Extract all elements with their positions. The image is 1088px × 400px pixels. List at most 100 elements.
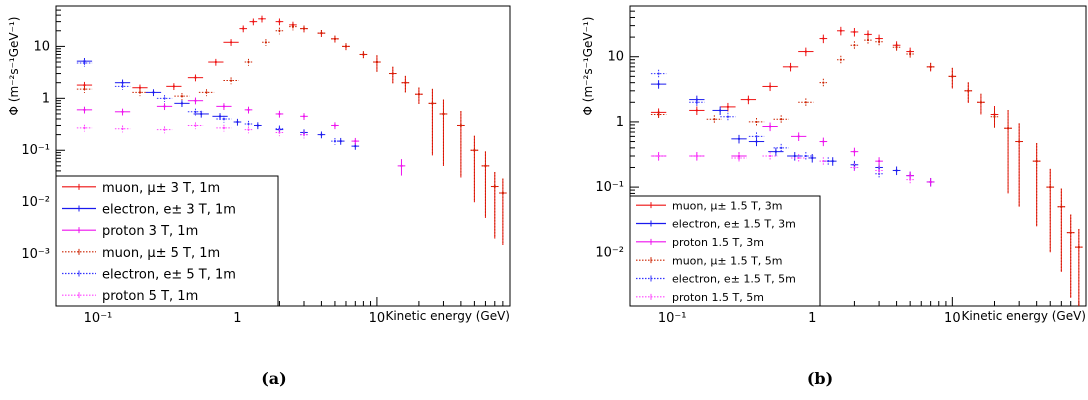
marker	[737, 156, 741, 160]
marker	[768, 154, 772, 158]
data-point	[689, 106, 705, 116]
data-point	[244, 120, 253, 128]
marker	[247, 108, 250, 111]
legend-entry-0: muon, μ± 1.5 T, 3m	[636, 199, 783, 212]
marker	[866, 33, 870, 36]
x-tick-label: 1	[808, 311, 816, 326]
marker	[839, 29, 842, 32]
data-point	[359, 51, 368, 59]
data-point	[926, 177, 935, 187]
data-point	[289, 23, 297, 31]
data-point	[198, 89, 215, 97]
data-point	[875, 37, 883, 47]
data-point	[892, 166, 901, 176]
data-point	[317, 29, 326, 37]
marker	[1077, 246, 1080, 249]
marker	[895, 44, 898, 47]
data-point	[275, 125, 284, 133]
data-point	[850, 27, 859, 37]
data-point	[798, 152, 814, 161]
caption-b: (b)	[807, 369, 833, 388]
data-point	[114, 125, 131, 133]
data-point	[1075, 228, 1083, 306]
marker	[152, 91, 155, 94]
legend-label: proton 5 T, 1m	[102, 289, 198, 304]
marker	[214, 60, 217, 64]
series-2	[76, 97, 406, 176]
data-point	[819, 137, 828, 147]
marker	[333, 139, 337, 143]
data-point	[415, 87, 423, 104]
data-point	[1004, 110, 1012, 194]
marker	[205, 91, 208, 94]
data-point	[819, 157, 828, 166]
data-point	[481, 151, 490, 218]
marker	[822, 81, 825, 84]
marker	[247, 128, 250, 131]
data-point	[808, 153, 817, 163]
data-point	[254, 122, 262, 130]
marker	[194, 76, 197, 79]
marker	[83, 61, 86, 65]
data-point	[397, 159, 406, 176]
data-point	[1057, 188, 1066, 272]
marker	[404, 81, 407, 84]
data-point	[300, 25, 308, 33]
data-point	[1032, 142, 1041, 227]
data-point	[439, 99, 448, 166]
marker	[222, 105, 226, 108]
y-tick-label: 1	[616, 115, 624, 130]
legend-label: proton 1.5 T, 5m	[672, 291, 764, 304]
data-point	[262, 39, 270, 46]
data-point	[720, 102, 736, 112]
marker	[172, 85, 175, 88]
marker	[811, 156, 814, 160]
data-point	[850, 147, 859, 157]
marker	[726, 115, 730, 118]
marker	[83, 126, 86, 129]
marker	[442, 112, 445, 116]
data-point	[166, 83, 182, 91]
data-point	[875, 166, 883, 176]
legend-entry-4: electron, e± 5 T, 1m	[62, 267, 236, 282]
y-tick-label: 10⁻²	[595, 245, 624, 260]
data-point	[689, 98, 705, 107]
y-tick-label: 10	[607, 50, 624, 65]
series-4	[76, 59, 339, 145]
marker	[831, 160, 834, 163]
marker	[929, 65, 932, 68]
data-point	[428, 88, 437, 156]
legend-label: electron, e± 1.5 T, 3m	[672, 218, 796, 231]
data-point	[244, 58, 253, 66]
data-point	[837, 55, 845, 65]
marker	[302, 115, 306, 118]
marker	[755, 120, 758, 124]
data-point	[216, 103, 232, 111]
data-point	[1046, 168, 1055, 253]
marker	[229, 79, 233, 82]
legend-box	[629, 195, 821, 307]
marker	[755, 135, 758, 138]
series-3	[650, 36, 1083, 306]
data-point	[187, 122, 204, 130]
legend-label: muon, μ± 5 T, 1m	[102, 246, 220, 261]
data-point	[233, 118, 242, 126]
data-point	[239, 25, 248, 33]
marker	[200, 112, 203, 116]
data-point	[892, 43, 901, 52]
marker	[163, 97, 166, 100]
legend-label: proton 1.5 T, 3m	[672, 236, 764, 249]
data-point	[964, 82, 973, 104]
y-tick-label: 10⁻¹	[595, 180, 624, 195]
plot-frame	[55, 5, 511, 307]
marker	[278, 29, 281, 32]
data-point	[145, 89, 162, 97]
data-point	[76, 86, 93, 93]
x-tick-label: 1	[233, 311, 241, 326]
marker	[194, 99, 197, 102]
data-point	[650, 69, 667, 79]
marker	[657, 72, 660, 75]
data-point	[249, 18, 258, 26]
marker	[138, 86, 142, 89]
data-point	[331, 137, 339, 145]
